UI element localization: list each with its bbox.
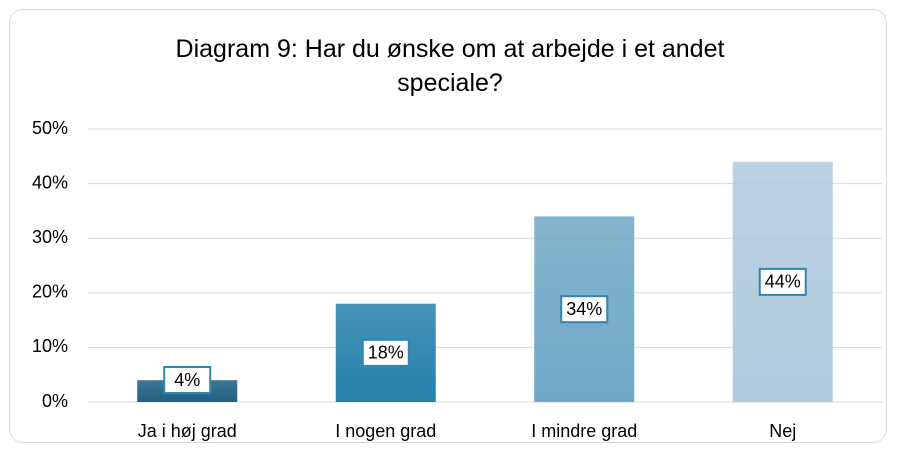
value-label-box: [758, 267, 807, 296]
x-tick-label: I mindre grad: [531, 421, 637, 441]
value-label: 34%: [566, 299, 602, 319]
y-tick-label: 40%: [32, 172, 68, 192]
y-tick-label: 50%: [32, 118, 68, 138]
x-tick-label: Nej: [769, 421, 796, 441]
y-tick-label: 0%: [42, 391, 68, 411]
x-tick-label: I nogen grad: [335, 421, 436, 441]
value-label-box: [361, 338, 410, 367]
chart-title: Diagram 9: Har du ønske om at arbejde i …: [175, 35, 725, 97]
value-label-box: [163, 366, 212, 394]
chart-panel: [9, 9, 887, 443]
value-label-box: [560, 295, 609, 324]
value-label: 18%: [368, 343, 404, 363]
value-label: 4%: [174, 370, 200, 390]
value-label: 44%: [765, 272, 801, 292]
x-tick-label: Ja i høj grad: [138, 421, 237, 441]
y-tick-label: 20%: [32, 282, 68, 302]
y-tick-label: 30%: [32, 227, 68, 247]
y-tick-label: 10%: [32, 336, 68, 356]
